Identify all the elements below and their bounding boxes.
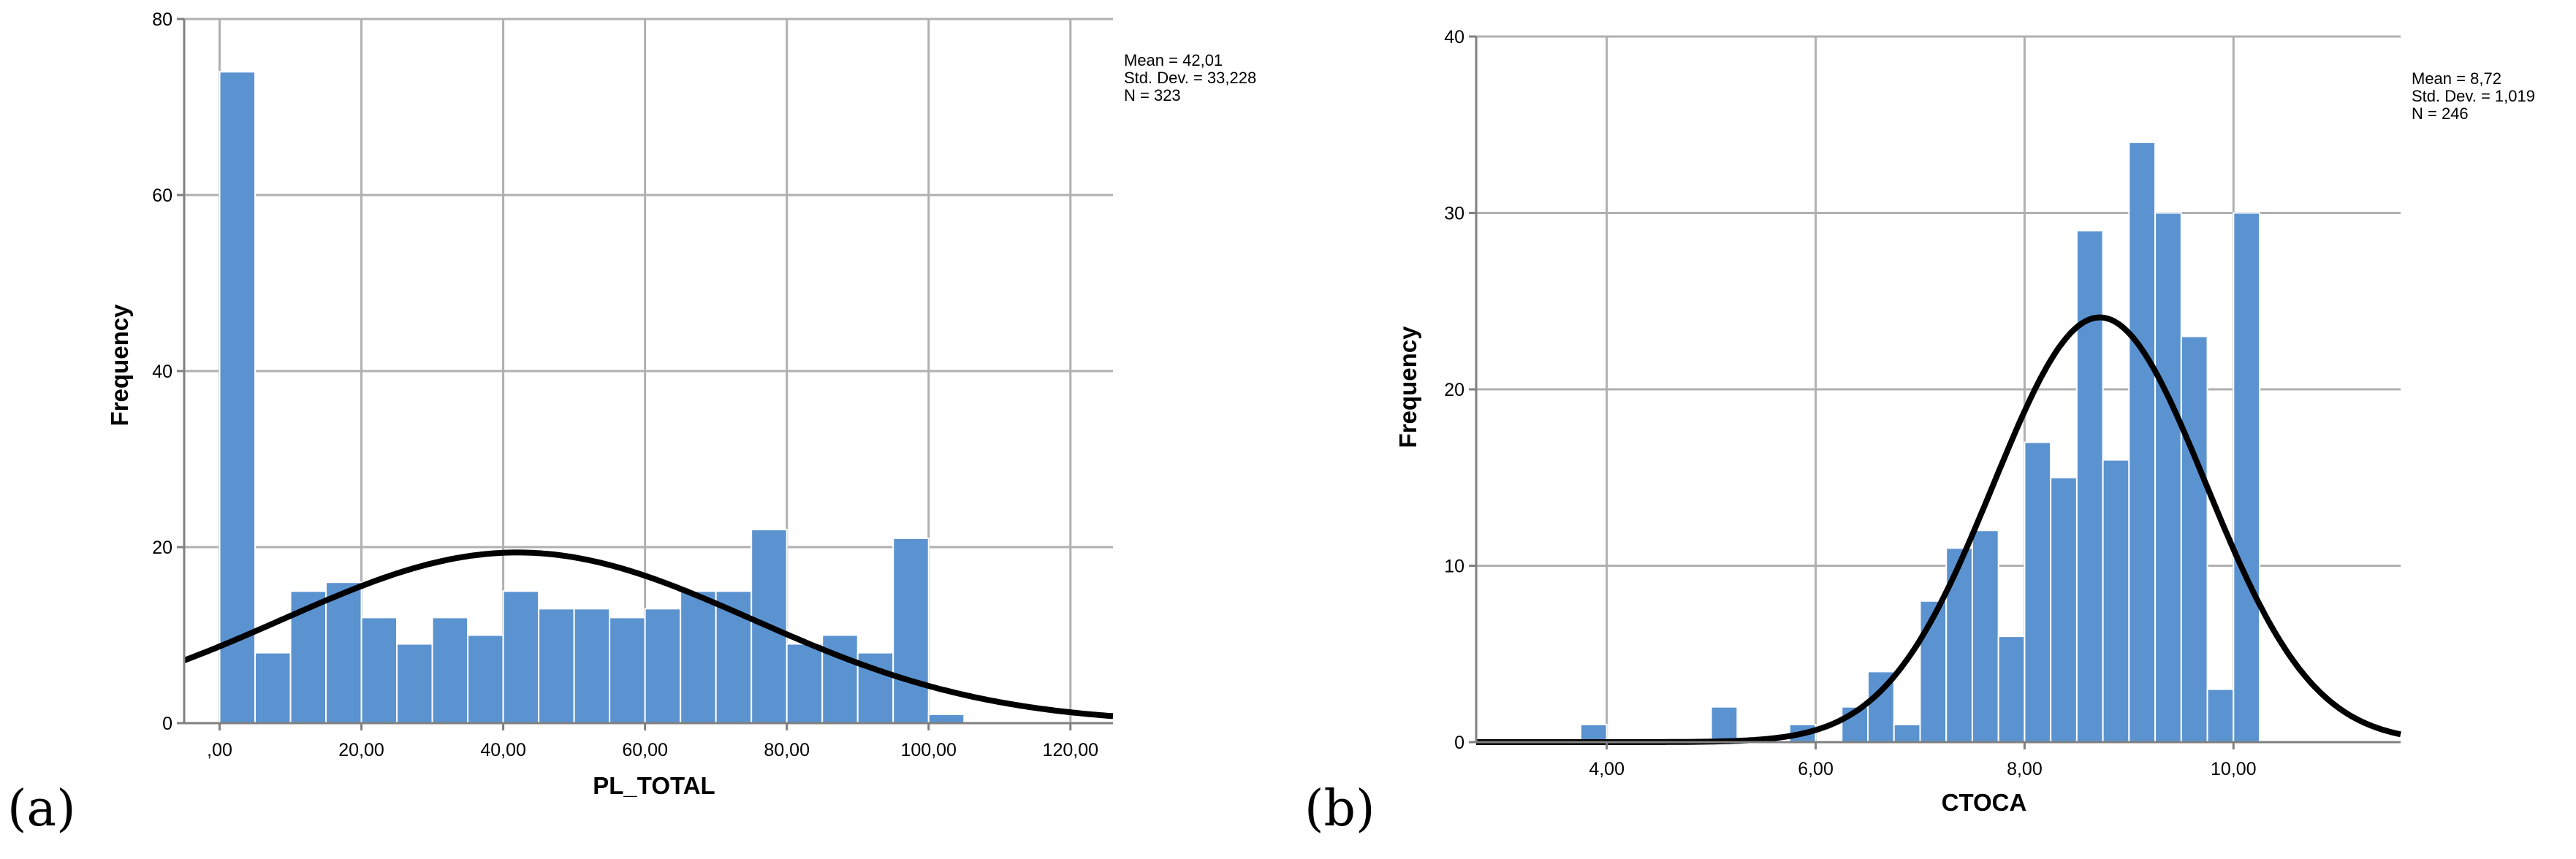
histogram-bar — [219, 71, 257, 725]
histogram-panel-b: 4,00 6,00 8,00 10,00 0 10 20 30 40 CTOCA Freque… — [1304, 27, 2535, 838]
histogram-bar — [680, 590, 717, 724]
x-tick-label: 6,00 — [1798, 759, 1834, 779]
histogram-bar — [1971, 530, 1999, 743]
x-tick-label: 60,00 — [622, 740, 668, 760]
histogram-bar — [1893, 723, 1921, 743]
histogram-bar — [360, 616, 398, 725]
histogram-bar — [2075, 229, 2104, 743]
y-tick-label: 20 — [1444, 380, 1464, 400]
y-tick-label: 80 — [152, 9, 172, 30]
normal-curve-a — [183, 549, 1114, 719]
histogram-bar — [2180, 335, 2208, 743]
histogram-bar — [502, 590, 540, 724]
histogram-bar — [254, 652, 292, 724]
x-tick-labels-a: ,00 20,00 40,00 60,00 80,00 100,00 120,00 — [207, 740, 1098, 760]
x-tick-label: 4,00 — [1589, 759, 1625, 779]
x-tick-label: 8,00 — [2007, 759, 2043, 779]
histogram-bar — [2233, 212, 2261, 743]
y-tick-labels-b: 0 10 20 30 40 — [1444, 27, 1464, 753]
x-tick-label: 20,00 — [338, 740, 384, 760]
panel-label-b: (b) — [1304, 780, 1375, 838]
x-tick-label: 40,00 — [480, 740, 526, 760]
x-axis-title-a: PL_TOTAL — [593, 772, 715, 799]
y-tick-label: 40 — [152, 362, 172, 382]
histogram-bar — [2128, 141, 2157, 743]
histogram-bar — [396, 643, 433, 724]
histogram-bar — [786, 643, 824, 724]
stat-sd-b: Std. Dev. = 1,019 — [2412, 87, 2535, 105]
histogram-bar — [573, 608, 611, 724]
x-tick-label: 10,00 — [2211, 759, 2257, 779]
bars-a — [219, 71, 965, 725]
stat-n-b: N = 246 — [2412, 104, 2469, 123]
histogram-bar — [644, 608, 682, 724]
stat-sd-a: Std. Dev. = 33,228 — [1124, 69, 1256, 87]
stat-n-a: N = 323 — [1124, 86, 1181, 104]
y-tick-label: 60 — [152, 186, 172, 206]
histogram-bar — [609, 616, 646, 725]
axes-a — [177, 18, 1113, 730]
histogram-bar — [1710, 706, 1739, 744]
y-axis-title-b: Frequency — [1394, 326, 1421, 448]
histogram-bar — [325, 581, 362, 725]
bars-b — [1579, 141, 2261, 744]
histogram-bar — [2206, 688, 2235, 743]
histogram-bar — [1945, 547, 1973, 743]
histogram-bar — [431, 616, 469, 725]
histogram-bar — [2102, 459, 2130, 743]
histogram-bar — [2050, 476, 2078, 743]
histogram-bar — [927, 713, 965, 725]
histogram-bar — [538, 608, 575, 724]
x-tick-labels-b: 4,00 6,00 8,00 10,00 — [1589, 759, 2256, 779]
y-tick-labels-a: 0 20 40 60 80 — [152, 9, 172, 734]
x-tick-label: 100,00 — [901, 740, 957, 760]
x-axis-title-b: CTOCA — [1942, 789, 2027, 816]
y-axis-title-a: Frequency — [106, 304, 133, 427]
y-tick-label: 20 — [152, 538, 172, 558]
panel-label-a: (a) — [7, 780, 76, 838]
stat-mean-b: Mean = 8,72 — [2412, 69, 2501, 88]
y-tick-label: 40 — [1444, 27, 1464, 47]
x-tick-label: 80,00 — [764, 740, 810, 760]
histogram-bar — [892, 537, 930, 725]
x-tick-label: 120,00 — [1043, 740, 1098, 760]
y-tick-label: 0 — [1454, 733, 1464, 753]
histogram-bar — [467, 634, 504, 724]
x-tick-label: ,00 — [207, 740, 232, 760]
histogram-bar — [1997, 635, 2026, 743]
y-tick-label: 0 — [162, 714, 172, 734]
histogram-bar — [2024, 441, 2052, 743]
grid-a — [184, 18, 1113, 723]
y-tick-label: 30 — [1444, 204, 1464, 224]
histogram-panel-a: ,00 20,00 40,00 60,00 80,00 100,00 120,00 0 20 4… — [7, 9, 1256, 838]
y-tick-label: 10 — [1444, 557, 1464, 577]
axes-b — [1469, 35, 2401, 749]
stat-mean-a: Mean = 42,01 — [1124, 51, 1223, 69]
histogram-bar — [2154, 212, 2182, 743]
